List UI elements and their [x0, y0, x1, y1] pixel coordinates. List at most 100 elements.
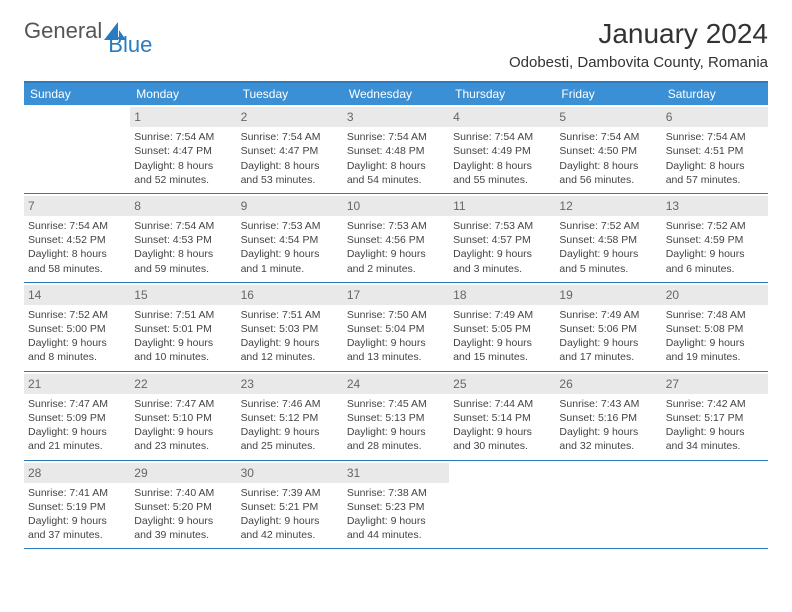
day-number: 30 — [237, 463, 343, 483]
daylight-line: Daylight: 9 hours and 13 minutes. — [347, 336, 445, 364]
day-number: 31 — [343, 463, 449, 483]
sunset-line: Sunset: 4:51 PM — [666, 144, 764, 158]
sunset-line: Sunset: 5:13 PM — [347, 411, 445, 425]
sunrise-line: Sunrise: 7:45 AM — [347, 397, 445, 411]
sunrise-line: Sunrise: 7:53 AM — [453, 219, 551, 233]
sunset-line: Sunset: 5:08 PM — [666, 322, 764, 336]
day-cell: 1 Sunrise: 7:54 AMSunset: 4:47 PMDaylight… — [130, 105, 236, 194]
sunrise-line: Sunrise: 7:53 AM — [347, 219, 445, 233]
empty-cell: . — [662, 461, 768, 550]
daylight-line: Daylight: 8 hours and 58 minutes. — [28, 247, 126, 275]
daylight-line: Daylight: 9 hours and 23 minutes. — [134, 425, 232, 453]
daylight-line: Daylight: 9 hours and 44 minutes. — [347, 514, 445, 542]
day-cell: 14Sunrise: 7:52 AMSunset: 5:00 PMDayligh… — [24, 283, 130, 372]
sunrise-line: Sunrise: 7:51 AM — [241, 308, 339, 322]
sunrise-line: Sunrise: 7:49 AM — [559, 308, 657, 322]
day-number: 6 — [662, 107, 768, 127]
day-number: 12 — [555, 196, 661, 216]
header: General Blue January 2024 Odobesti, Damb… — [24, 18, 768, 71]
month-title: January 2024 — [509, 18, 768, 50]
daylight-line: Daylight: 9 hours and 1 minute. — [241, 247, 339, 275]
daylight-line: Daylight: 8 hours and 57 minutes. — [666, 159, 764, 187]
sunset-line: Sunset: 5:23 PM — [347, 500, 445, 514]
day-number: 14 — [24, 285, 130, 305]
day-number: 24 — [343, 374, 449, 394]
sunrise-line: Sunrise: 7:54 AM — [559, 130, 657, 144]
daylight-line: Daylight: 9 hours and 19 minutes. — [666, 336, 764, 364]
weekday-header: Wednesday — [343, 83, 449, 105]
sunrise-line: Sunrise: 7:53 AM — [241, 219, 339, 233]
day-cell: 22Sunrise: 7:47 AMSunset: 5:10 PMDayligh… — [130, 372, 236, 461]
daylight-line: Daylight: 9 hours and 21 minutes. — [28, 425, 126, 453]
day-cell: 13Sunrise: 7:52 AMSunset: 4:59 PMDayligh… — [662, 194, 768, 283]
sunset-line: Sunset: 4:54 PM — [241, 233, 339, 247]
logo: General Blue — [24, 18, 152, 44]
empty-cell: . — [24, 105, 130, 194]
calendar-grid: SundayMondayTuesdayWednesdayThursdayFrid… — [24, 81, 768, 549]
sunrise-line: Sunrise: 7:42 AM — [666, 397, 764, 411]
day-number: 10 — [343, 196, 449, 216]
day-cell: 2Sunrise: 7:54 AMSunset: 4:47 PMDaylight… — [237, 105, 343, 194]
daylight-line: Daylight: 9 hours and 8 minutes. — [28, 336, 126, 364]
sunrise-line: Sunrise: 7:52 AM — [666, 219, 764, 233]
day-number: 1 — [130, 107, 236, 127]
day-number: 19 — [555, 285, 661, 305]
weekday-header: Monday — [130, 83, 236, 105]
day-number: 15 — [130, 285, 236, 305]
sunrise-line: Sunrise: 7:54 AM — [347, 130, 445, 144]
sunrise-line: Sunrise: 7:52 AM — [559, 219, 657, 233]
day-number: 8 — [130, 196, 236, 216]
daylight-line: Daylight: 9 hours and 28 minutes. — [347, 425, 445, 453]
day-number: 5 — [555, 107, 661, 127]
sunset-line: Sunset: 5:20 PM — [134, 500, 232, 514]
sunrise-line: Sunrise: 7:54 AM — [666, 130, 764, 144]
daylight-line: Daylight: 9 hours and 30 minutes. — [453, 425, 551, 453]
day-number: 26 — [555, 374, 661, 394]
weekday-header: Thursday — [449, 83, 555, 105]
daylight-line: Daylight: 9 hours and 5 minutes. — [559, 247, 657, 275]
day-number: 17 — [343, 285, 449, 305]
logo-text-1: General — [24, 18, 102, 44]
day-cell: 28Sunrise: 7:41 AMSunset: 5:19 PMDayligh… — [24, 461, 130, 550]
weekday-header: Saturday — [662, 83, 768, 105]
day-cell: 9Sunrise: 7:53 AMSunset: 4:54 PMDaylight… — [237, 194, 343, 283]
day-number: 27 — [662, 374, 768, 394]
logo-text-2: Blue — [108, 32, 152, 58]
daylight-line: Daylight: 8 hours and 55 minutes. — [453, 159, 551, 187]
sunrise-line: Sunrise: 7:47 AM — [134, 397, 232, 411]
sunrise-line: Sunrise: 7:54 AM — [134, 130, 232, 144]
day-number: 3 — [343, 107, 449, 127]
daylight-line: Daylight: 8 hours and 52 minutes. — [134, 159, 232, 187]
sunset-line: Sunset: 4:47 PM — [134, 144, 232, 158]
day-number: 4 — [449, 107, 555, 127]
sunset-line: Sunset: 4:52 PM — [28, 233, 126, 247]
day-number: 11 — [449, 196, 555, 216]
sunset-line: Sunset: 5:21 PM — [241, 500, 339, 514]
daylight-line: Daylight: 9 hours and 34 minutes. — [666, 425, 764, 453]
day-number: 23 — [237, 374, 343, 394]
daylight-line: Daylight: 9 hours and 25 minutes. — [241, 425, 339, 453]
weekday-header: Sunday — [24, 83, 130, 105]
day-cell: 5Sunrise: 7:54 AMSunset: 4:50 PMDaylight… — [555, 105, 661, 194]
daylight-line: Daylight: 9 hours and 3 minutes. — [453, 247, 551, 275]
daylight-line: Daylight: 8 hours and 54 minutes. — [347, 159, 445, 187]
sunset-line: Sunset: 5:19 PM — [28, 500, 126, 514]
sunset-line: Sunset: 4:49 PM — [453, 144, 551, 158]
day-number: 7 — [24, 196, 130, 216]
day-number: 18 — [449, 285, 555, 305]
sunset-line: Sunset: 5:04 PM — [347, 322, 445, 336]
sunset-line: Sunset: 4:58 PM — [559, 233, 657, 247]
daylight-line: Daylight: 9 hours and 17 minutes. — [559, 336, 657, 364]
sunrise-line: Sunrise: 7:40 AM — [134, 486, 232, 500]
daylight-line: Daylight: 9 hours and 32 minutes. — [559, 425, 657, 453]
sunrise-line: Sunrise: 7:54 AM — [28, 219, 126, 233]
day-cell: 29Sunrise: 7:40 AMSunset: 5:20 PMDayligh… — [130, 461, 236, 550]
sunset-line: Sunset: 5:17 PM — [666, 411, 764, 425]
day-cell: 19Sunrise: 7:49 AMSunset: 5:06 PMDayligh… — [555, 283, 661, 372]
daylight-line: Daylight: 9 hours and 2 minutes. — [347, 247, 445, 275]
sunrise-line: Sunrise: 7:52 AM — [28, 308, 126, 322]
day-cell: 7 Sunrise: 7:54 AMSunset: 4:52 PMDaylight… — [24, 194, 130, 283]
day-cell: 21Sunrise: 7:47 AMSunset: 5:09 PMDayligh… — [24, 372, 130, 461]
sunset-line: Sunset: 5:14 PM — [453, 411, 551, 425]
sunset-line: Sunset: 4:57 PM — [453, 233, 551, 247]
